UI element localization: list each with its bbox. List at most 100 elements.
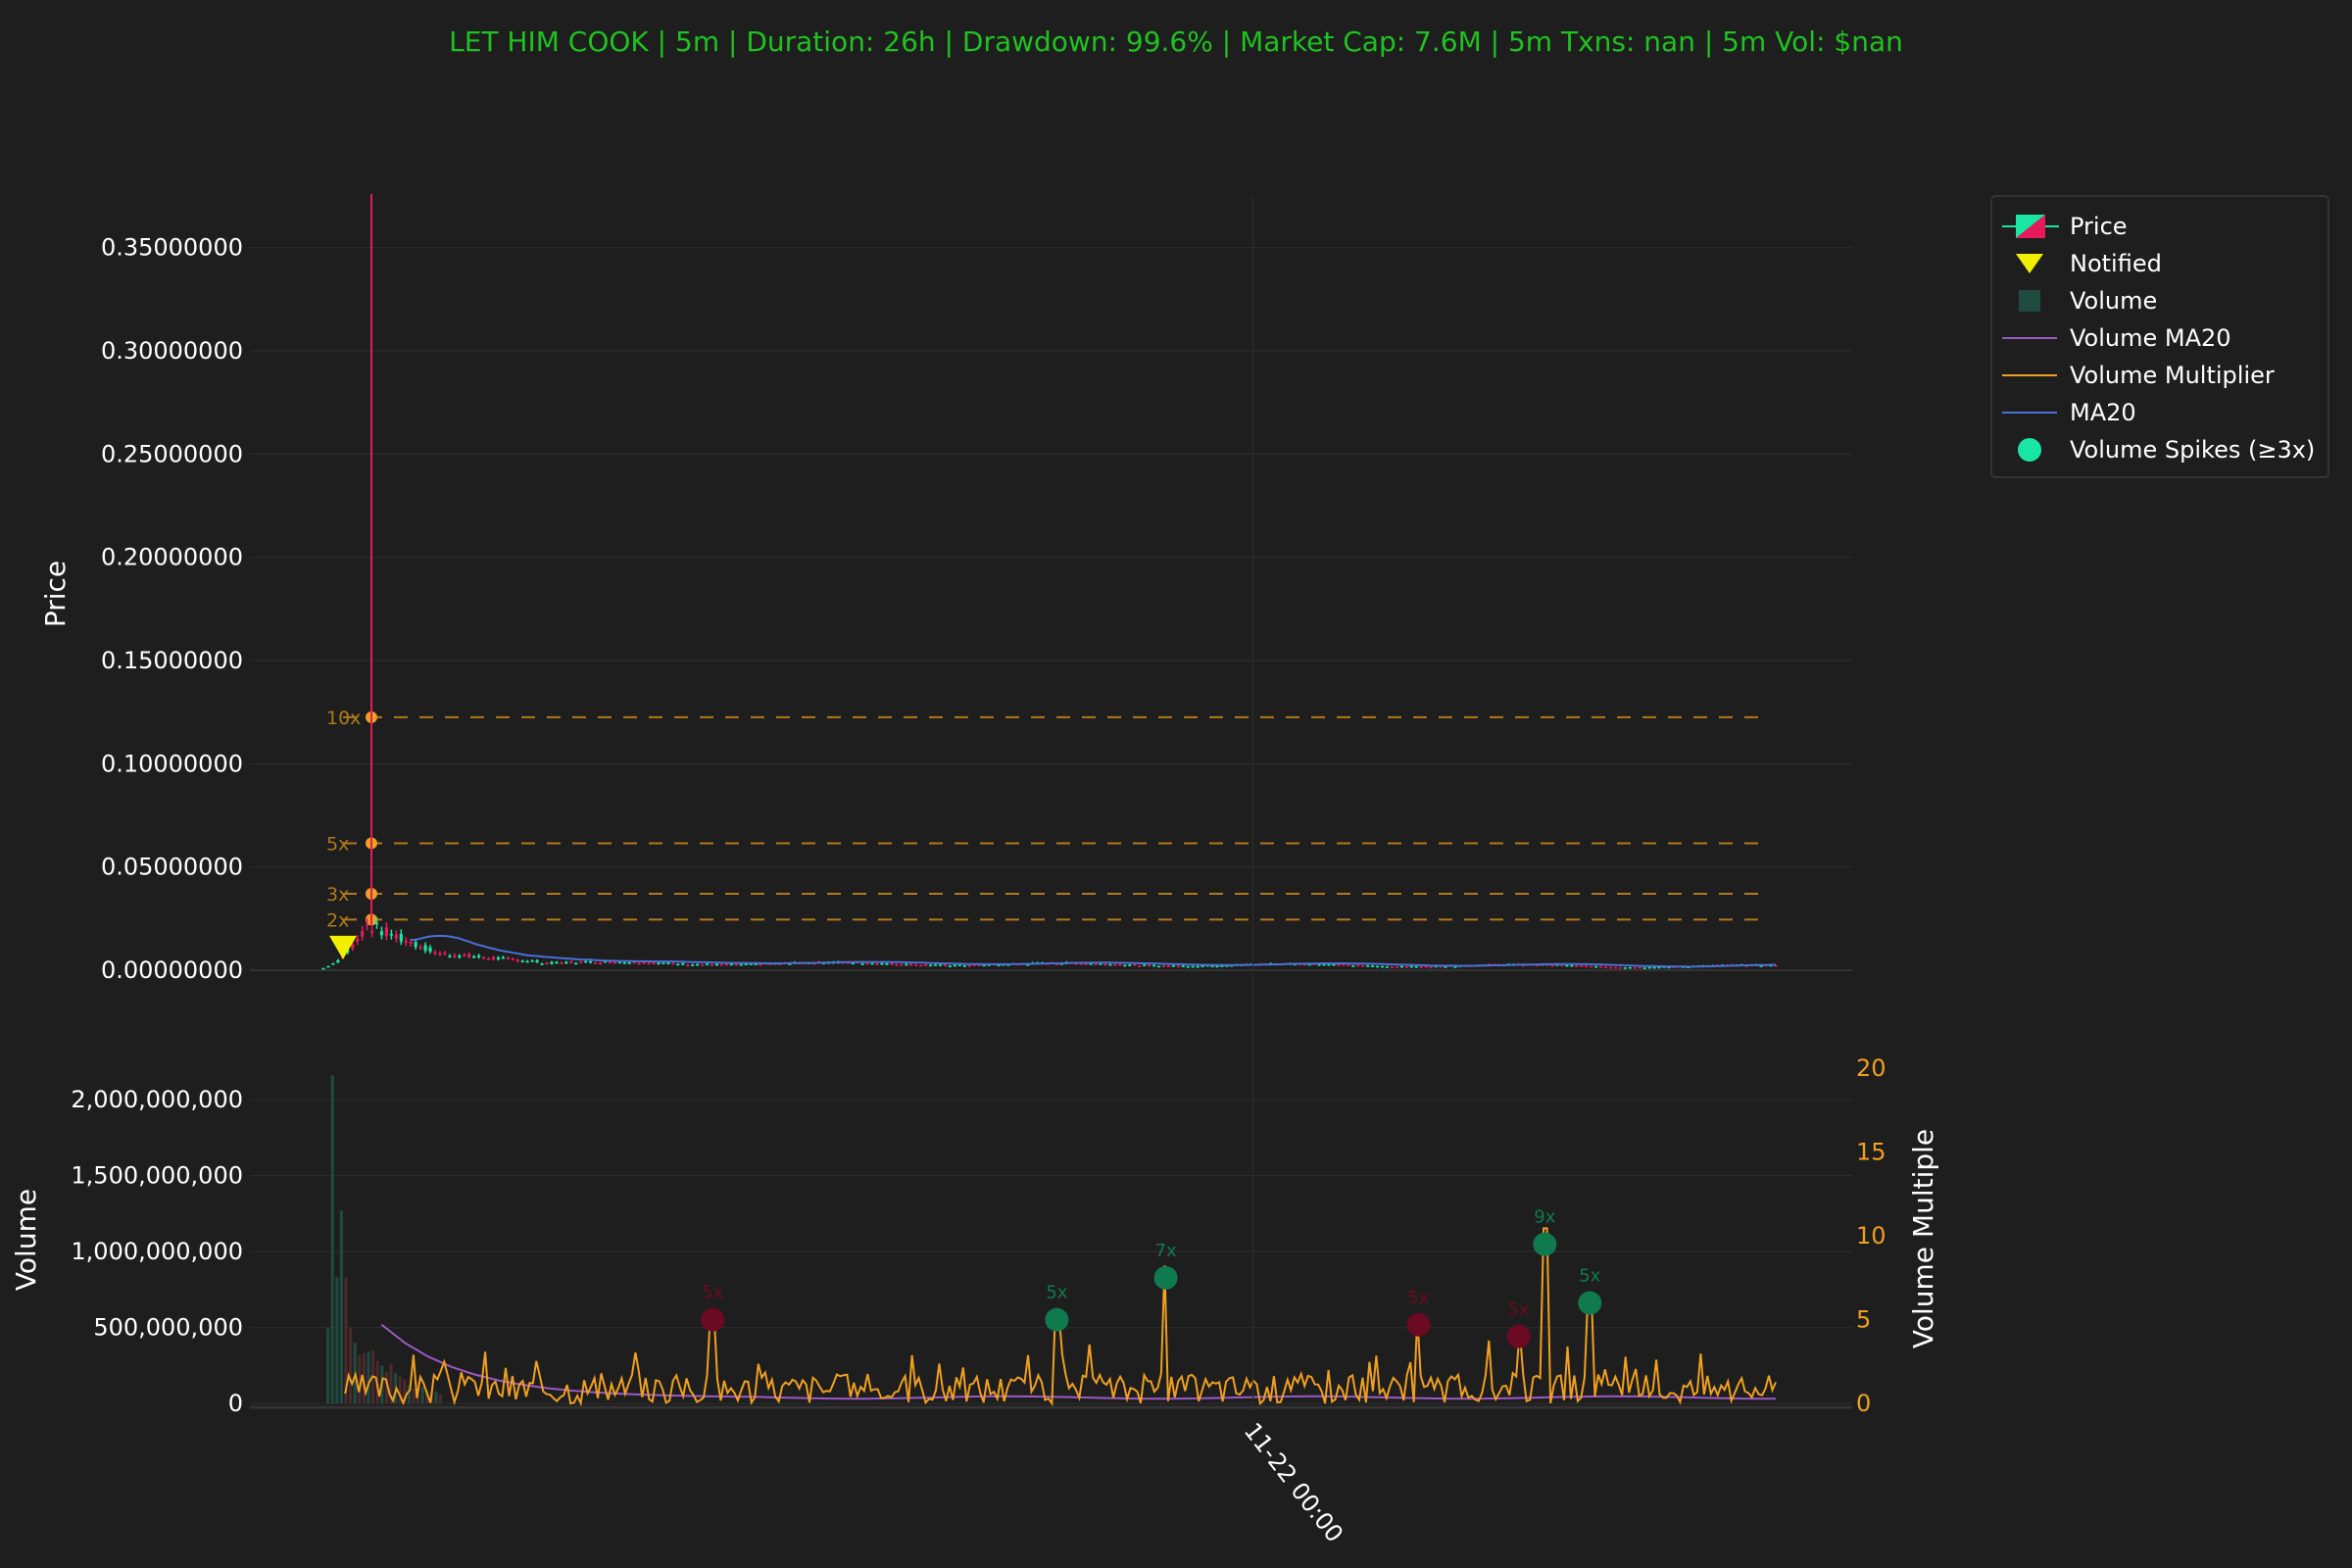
candle-body: [1356, 964, 1360, 967]
candle-body: [1108, 963, 1112, 966]
legend-label: MA20: [2070, 399, 2136, 426]
candle-body: [550, 961, 554, 964]
candle-body: [982, 964, 986, 967]
candle-body: [1317, 963, 1321, 966]
candle-body: [535, 960, 539, 962]
volume-panel: 2,000,000,000 1,500,000,000 1,000,000,000 5…: [10, 1054, 1939, 1417]
legend-box: [1990, 195, 2329, 478]
candle-body: [729, 963, 733, 966]
price-y-tick-label: 0.20000000: [101, 544, 243, 571]
candle-body: [739, 963, 743, 966]
candle-body: [1642, 967, 1646, 969]
candle-body: [356, 939, 360, 942]
volume-spike-label: 5x: [1579, 1266, 1600, 1287]
candle-body: [321, 967, 325, 970]
candle-body: [1652, 966, 1656, 969]
candle-body: [1419, 966, 1423, 968]
candle-body: [361, 930, 365, 937]
volume-spike-marker: [1506, 1324, 1531, 1348]
volume-bar: [367, 1351, 370, 1404]
candle-body: [962, 965, 966, 967]
candle-body: [593, 962, 598, 964]
volume-y-axis-label: Volume: [10, 1189, 42, 1291]
candle-body: [1575, 965, 1579, 967]
candle-body: [1225, 965, 1229, 967]
candle-body: [366, 923, 369, 926]
candle-body: [351, 944, 355, 949]
candle-body: [1332, 964, 1336, 966]
candle-body: [1565, 964, 1569, 967]
price-y-tick-label: 0.00000000: [101, 956, 243, 984]
candle-body: [1148, 964, 1152, 967]
candle-body: [1521, 964, 1525, 967]
candle-body: [632, 961, 636, 963]
candle-body: [481, 956, 486, 959]
candle-body: [1026, 964, 1030, 966]
volume-spike-marker: [1578, 1291, 1602, 1315]
candle-body: [1084, 963, 1088, 965]
price-panel: 0.35000000 0.30000000 0.25000000 0.20000000…: [39, 193, 1852, 984]
candle-body: [870, 962, 874, 965]
candle-body: [564, 961, 568, 964]
candle-body: [744, 963, 748, 966]
candle-body: [1623, 967, 1627, 969]
triangle-down-icon: [2016, 254, 2043, 273]
candle-body: [520, 960, 524, 962]
candle-body: [389, 934, 393, 936]
candle-body: [1414, 966, 1418, 968]
candle-body: [1385, 966, 1390, 968]
candle-body: [414, 942, 417, 948]
volume-bar: [439, 1394, 443, 1404]
candle-body: [331, 963, 335, 965]
candle-body: [1580, 965, 1584, 967]
candle-body: [1366, 965, 1370, 967]
candle-body: [1099, 963, 1102, 965]
volume-bar: [434, 1391, 438, 1404]
candle-body: [734, 963, 738, 966]
candle-body: [491, 956, 496, 959]
target-label: 10x: [326, 708, 361, 729]
candle-body: [598, 962, 603, 965]
candle-body: [1337, 964, 1341, 966]
candle-body: [851, 962, 855, 965]
candle-body: [1667, 966, 1671, 969]
candle-body: [1550, 965, 1554, 967]
candle-body: [1302, 963, 1306, 966]
candle-body: [924, 964, 928, 966]
candle-body: [603, 960, 608, 963]
candle-body: [560, 962, 564, 964]
candle-body: [1444, 966, 1447, 968]
candle-body: [875, 963, 879, 965]
candle-body: [336, 959, 340, 963]
candle-body: [701, 964, 705, 966]
candle-body: [900, 964, 904, 966]
candle-body: [1327, 963, 1331, 966]
legend: Price Notified Volume Volume MA20 Volume Mul…: [1990, 195, 2329, 478]
candle-body: [530, 960, 534, 962]
candle-body: [987, 964, 991, 966]
candle-body: [622, 962, 626, 964]
candle-body: [1176, 965, 1180, 968]
candle-body: [885, 963, 889, 965]
candle-body: [612, 961, 616, 964]
candle-body: [1536, 964, 1540, 967]
candle-body: [647, 962, 651, 965]
candle-body: [1570, 964, 1574, 967]
legend-label: Price: [2070, 213, 2128, 240]
candle-body: [681, 962, 685, 965]
candle-body: [909, 963, 913, 966]
candle-body: [506, 957, 510, 959]
volume-bar: [326, 1327, 330, 1404]
candle-body: [972, 964, 976, 966]
volume-bar: [335, 1277, 339, 1404]
volume-multiplier-line: [344, 1227, 1777, 1407]
candle-body: [1171, 965, 1175, 967]
candle-body: [501, 956, 505, 959]
candle-body: [1647, 966, 1651, 969]
candle-body: [860, 963, 864, 965]
price-y-tick-label: 0.35000000: [101, 234, 243, 262]
volume-spike-marker: [1533, 1232, 1557, 1256]
candle-body: [657, 962, 661, 964]
volume-bar: [344, 1277, 348, 1404]
